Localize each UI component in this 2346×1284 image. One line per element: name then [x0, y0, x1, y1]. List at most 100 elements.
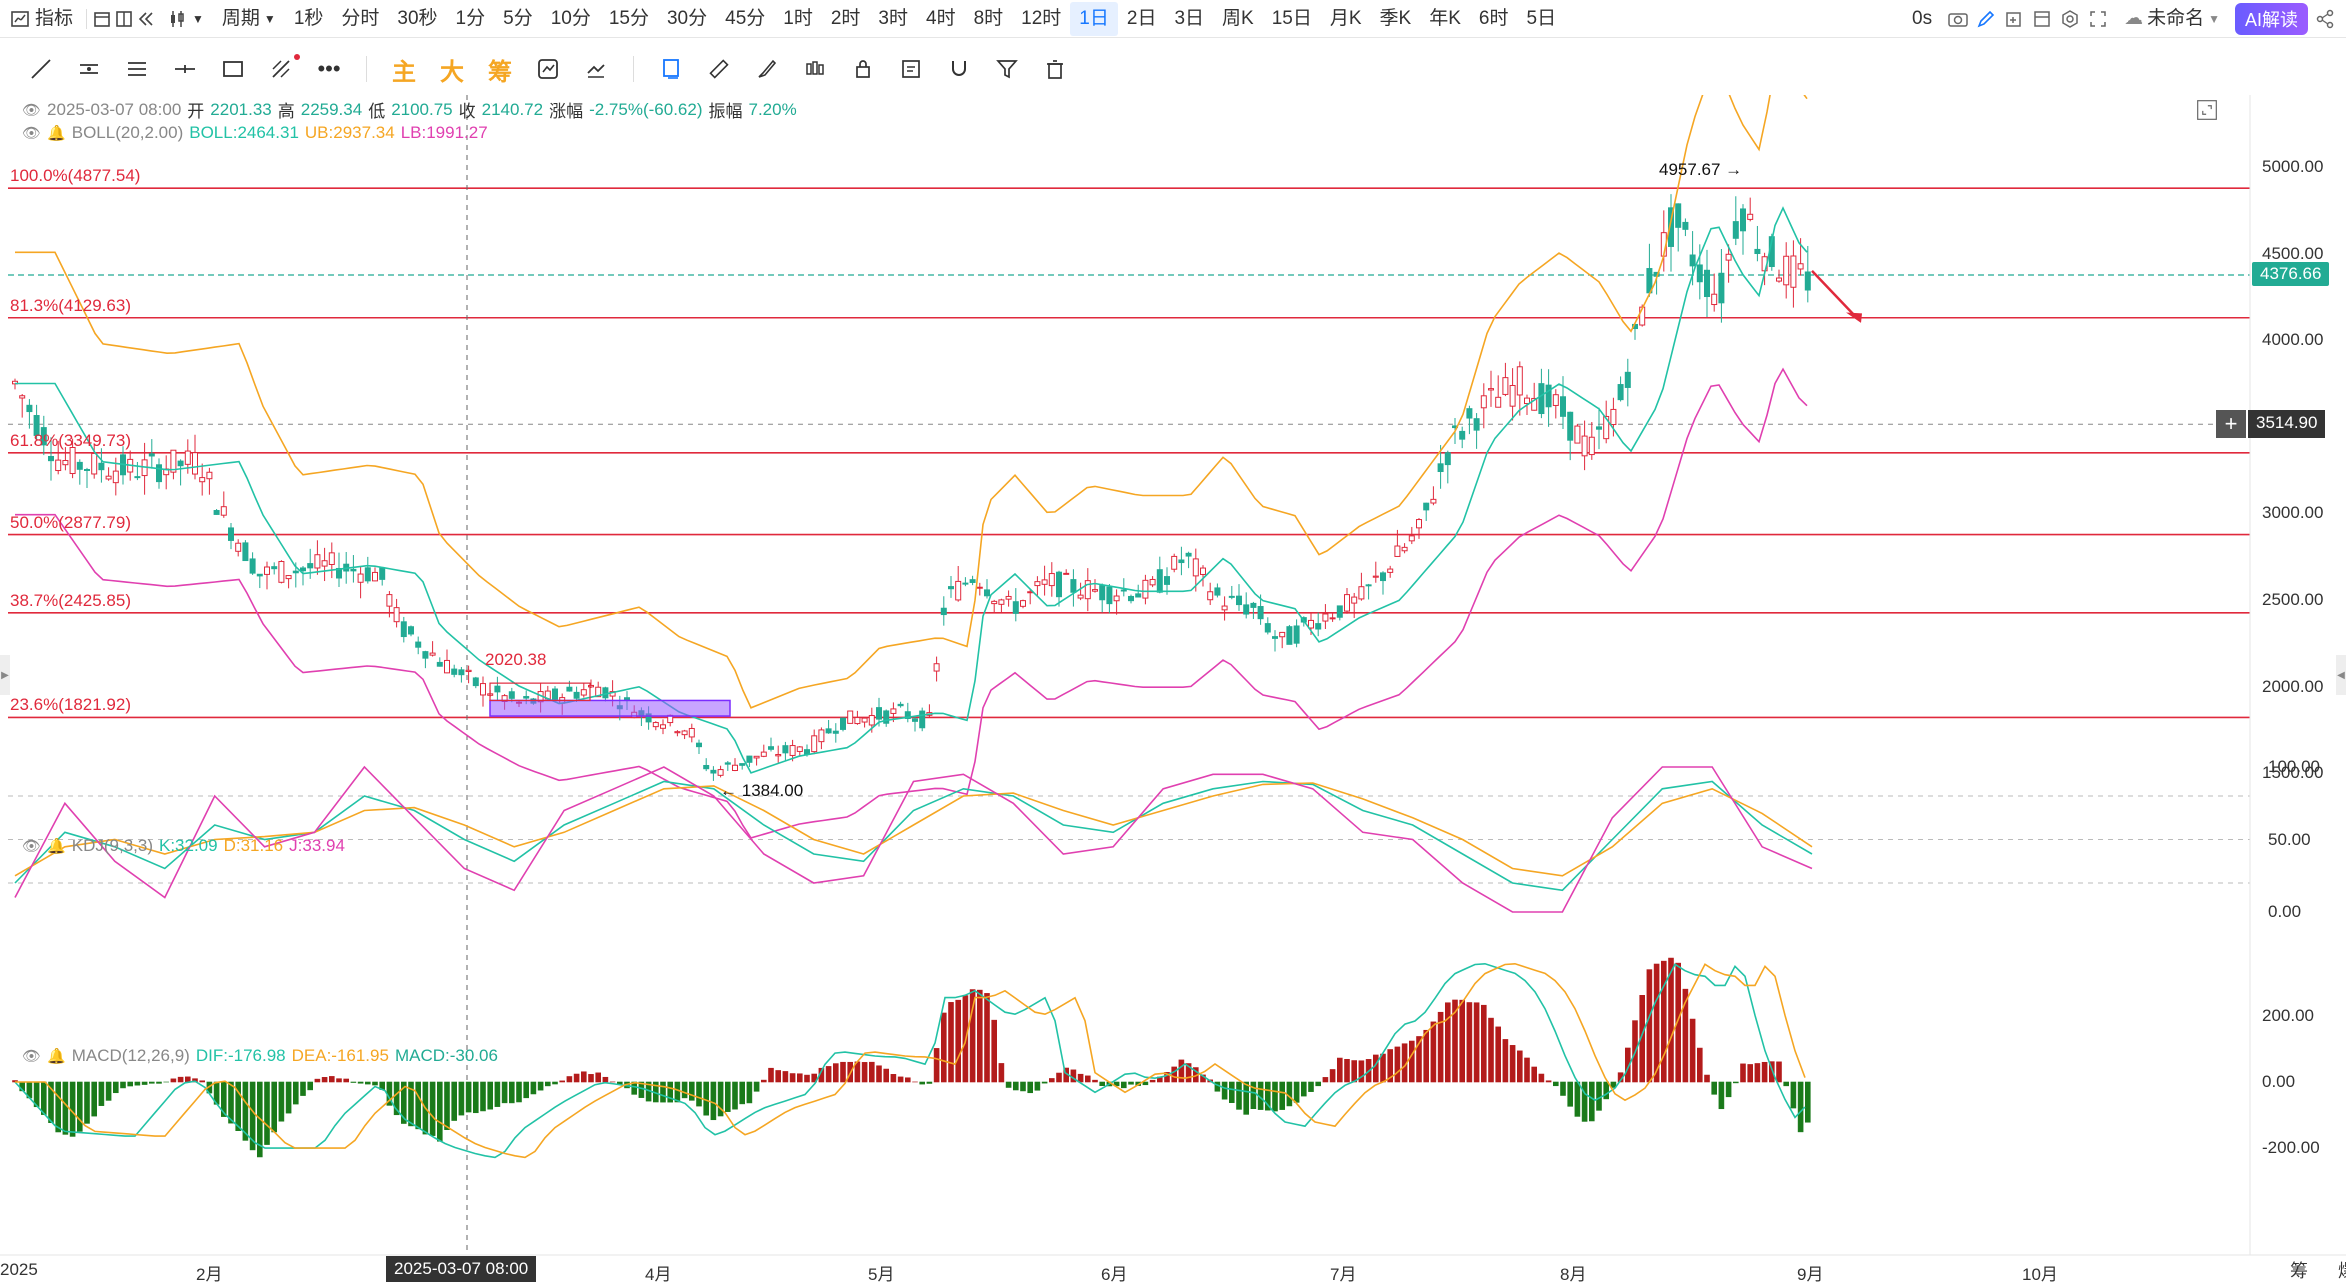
- candle-body: [1790, 255, 1797, 288]
- filter-icon[interactable]: [986, 48, 1028, 90]
- horizontal-ray-icon[interactable]: [68, 48, 110, 90]
- chip-toggle[interactable]: 筹: [488, 58, 512, 86]
- replay-icon[interactable]: [135, 8, 157, 30]
- lock-icon[interactable]: [842, 48, 884, 90]
- candle-body: [832, 730, 839, 734]
- macd-bar: [566, 1076, 573, 1083]
- candle-body: [1149, 578, 1156, 586]
- burst-button[interactable]: 爆: [2338, 1257, 2346, 1283]
- macd-bar: [1509, 1045, 1516, 1083]
- right-collapse-handle[interactable]: ◀: [2336, 655, 2346, 695]
- template-icon[interactable]: [2031, 8, 2053, 30]
- macd-bar: [1121, 1081, 1127, 1089]
- measure-icon[interactable]: [575, 48, 617, 90]
- period-23[interactable]: 6时: [1478, 7, 1509, 29]
- period-13[interactable]: 8时: [973, 7, 1004, 29]
- eye-icon[interactable]: 👁: [22, 101, 42, 119]
- calendar-icon[interactable]: [91, 8, 113, 30]
- fib-icon[interactable]: [260, 48, 302, 90]
- period-0[interactable]: 1秒: [293, 7, 324, 29]
- period-2[interactable]: 30秒: [397, 7, 438, 29]
- more-tools-icon[interactable]: •••: [317, 56, 341, 81]
- copy-icon[interactable]: [650, 48, 692, 90]
- period-18[interactable]: 周K: [1222, 7, 1254, 29]
- note-icon[interactable]: [890, 48, 932, 90]
- candle-body: [1416, 519, 1422, 529]
- settings-icon[interactable]: [2059, 8, 2081, 30]
- price-tick: 2500.00: [2262, 590, 2324, 609]
- parallel-channel-icon[interactable]: [116, 48, 158, 90]
- indicator-button[interactable]: 指标: [0, 2, 82, 36]
- layout-icon[interactable]: [113, 8, 135, 30]
- period-14[interactable]: 12时: [1021, 7, 1062, 29]
- chart-area[interactable]: 👁 2025-03-07 08:00 开 2201.33 高 2259.34 低 21…: [0, 95, 2346, 1284]
- ai-explain-button[interactable]: AI解读: [2234, 3, 2308, 35]
- kdj-k: K:32.09: [158, 836, 218, 855]
- period-10[interactable]: 2时: [830, 7, 861, 29]
- period-19[interactable]: 15日: [1271, 7, 1312, 29]
- magnet-icon[interactable]: [938, 48, 980, 90]
- horizontal-line-icon[interactable]: [164, 48, 206, 90]
- macd-bar: [343, 1078, 350, 1083]
- period-6[interactable]: 15分: [608, 7, 649, 29]
- brush-icon[interactable]: [746, 48, 788, 90]
- fullscreen-icon[interactable]: [2087, 8, 2109, 30]
- rectangle-icon[interactable]: [212, 48, 254, 90]
- candles-tool-icon[interactable]: [794, 48, 836, 90]
- bell-icon[interactable]: 🔔: [47, 838, 66, 855]
- eye-icon[interactable]: 👁: [22, 125, 42, 142]
- layout-name-dropdown[interactable]: ☁ 未命名 ▼: [2115, 2, 2229, 36]
- candle-body: [861, 717, 868, 723]
- candle-body: [1228, 595, 1235, 598]
- share-icon[interactable]: [2314, 8, 2336, 30]
- macd-bar: [271, 1081, 278, 1133]
- period-8[interactable]: 45分: [725, 7, 766, 29]
- period-9[interactable]: 1时: [783, 7, 813, 29]
- main-indicator-toggle[interactable]: 主: [392, 58, 416, 86]
- macd-bar: [170, 1078, 177, 1083]
- period-21[interactable]: 季K: [1379, 7, 1412, 29]
- eye-icon[interactable]: 👁: [22, 1048, 42, 1065]
- candle-body: [278, 561, 285, 583]
- chip-button[interactable]: 筹: [2290, 1261, 2308, 1281]
- trendline-icon[interactable]: [20, 48, 62, 90]
- expand-icon[interactable]: [2196, 99, 2218, 121]
- price-tick: 4000.00: [2262, 330, 2324, 350]
- eye-icon[interactable]: 👁: [22, 838, 42, 855]
- period-4[interactable]: 5分: [503, 7, 533, 29]
- candle-body: [876, 707, 882, 720]
- period-22[interactable]: 年K: [1429, 7, 1461, 29]
- pen-icon[interactable]: [1975, 8, 1997, 30]
- divider: [633, 56, 634, 82]
- bell-icon[interactable]: 🔔: [47, 1048, 66, 1065]
- period-11[interactable]: 3时: [878, 7, 908, 29]
- period-3[interactable]: 1分: [455, 7, 486, 29]
- indicator-label: 指标: [35, 7, 74, 29]
- candle-body: [206, 471, 213, 480]
- add-window-icon[interactable]: [2003, 8, 2025, 30]
- add-alert-icon[interactable]: +: [2216, 410, 2246, 438]
- period-15[interactable]: 1日: [1070, 1, 1118, 36]
- ruler-icon[interactable]: [698, 48, 740, 90]
- macd-bar: [91, 1081, 97, 1117]
- period-7[interactable]: 30分: [666, 7, 708, 29]
- period-17[interactable]: 3日: [1174, 7, 1205, 29]
- period-5[interactable]: 10分: [550, 7, 591, 29]
- period-12[interactable]: 4时: [926, 7, 956, 29]
- period-1[interactable]: 分时: [341, 7, 380, 29]
- candle-body: [300, 567, 306, 572]
- period-24[interactable]: 5日: [1526, 7, 1557, 29]
- period-16[interactable]: 2日: [1126, 7, 1157, 29]
- period-dropdown[interactable]: 周期 ▼: [213, 2, 285, 36]
- camera-icon[interactable]: [1947, 8, 1969, 30]
- candle-type-button[interactable]: ▼: [157, 2, 213, 36]
- candle-body: [1358, 586, 1365, 600]
- trash-icon[interactable]: [1034, 48, 1076, 90]
- timer-display: 0s: [1912, 8, 1933, 29]
- chart-canvas[interactable]: [0, 95, 2346, 1284]
- left-collapse-handle[interactable]: ▶: [0, 655, 10, 695]
- compare-icon[interactable]: [527, 48, 569, 90]
- bell-icon[interactable]: 🔔: [47, 125, 66, 142]
- period-20[interactable]: 月K: [1329, 7, 1362, 29]
- big-order-toggle[interactable]: 大: [440, 58, 464, 86]
